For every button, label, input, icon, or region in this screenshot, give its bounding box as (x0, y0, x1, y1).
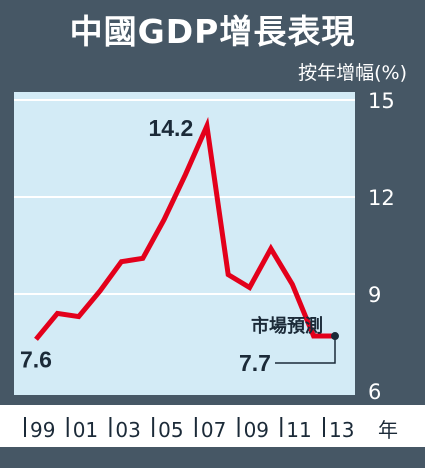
x-tick-label: 09 (244, 418, 269, 442)
x-tick-label: 11 (286, 418, 311, 442)
x-tick-label: 07 (201, 418, 226, 442)
x-tick-mark (323, 417, 325, 437)
x-tick-label: 01 (73, 418, 98, 442)
x-tick-label: 03 (115, 418, 140, 442)
x-tick-mark (194, 417, 197, 437)
y-tick-label: 15 (368, 89, 395, 113)
x-tick-mark (152, 417, 155, 437)
forecast-label: 市場預測 (251, 315, 323, 337)
x-tick-mark (66, 417, 69, 437)
y-tick-label: 12 (368, 186, 395, 210)
data-label-start: 7.6 (20, 346, 52, 372)
x-axis-unit-label: 年 (378, 418, 398, 442)
x-tick-label: 05 (158, 418, 183, 442)
plot-area (14, 92, 355, 395)
x-tick-label: 99 (30, 418, 55, 442)
data-label-forecast: 7.7 (239, 350, 271, 376)
data-label-peak: 14.2 (148, 115, 193, 141)
x-tick-mark (280, 417, 283, 437)
x-axis-band (0, 405, 425, 447)
series-line (34, 116, 335, 341)
x-tick-mark (24, 417, 26, 437)
forecast-point-marker (331, 332, 339, 341)
y-axis-unit-label: 按年增幅(%) (298, 62, 407, 84)
x-tick-mark (109, 417, 112, 437)
forecast-leader-line (275, 336, 336, 364)
chart-title: 中國GDP增長表現 (69, 12, 356, 51)
y-tick-label: 9 (368, 283, 381, 307)
x-tick-label: 13 (329, 418, 354, 442)
x-tick-mark (237, 417, 240, 437)
y-tick-label: 6 (368, 380, 381, 404)
